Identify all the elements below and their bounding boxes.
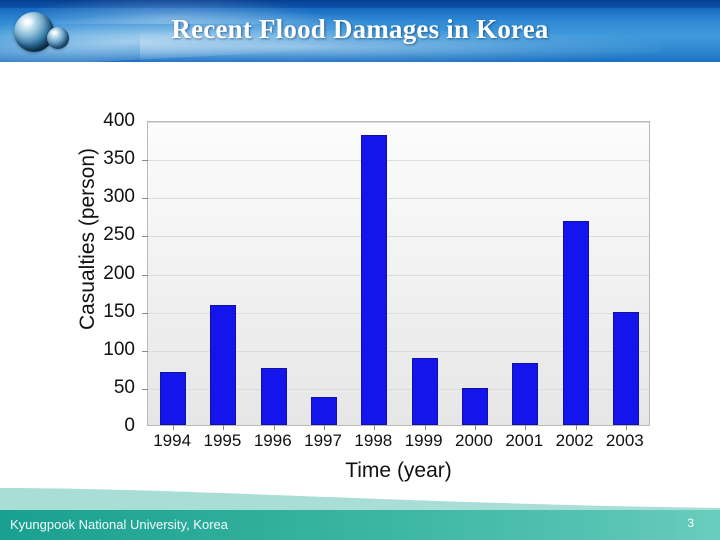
bar xyxy=(210,305,237,425)
y-tick-label: 0 xyxy=(124,415,135,436)
bar xyxy=(311,396,338,425)
y-tick-label: 100 xyxy=(103,338,135,360)
slide-footer: Kyungpook National University, Korea 3 xyxy=(0,488,720,540)
x-tick-mark xyxy=(575,425,577,430)
x-tick-label: 1995 xyxy=(203,431,242,450)
bar xyxy=(512,363,539,425)
footer-bar: Kyungpook National University, Korea 3 xyxy=(0,510,720,540)
x-tick-label: 1994 xyxy=(153,431,192,450)
y-tick-label: 200 xyxy=(103,262,135,284)
gridline xyxy=(148,312,649,314)
y-tick-label: 150 xyxy=(103,300,135,322)
bar xyxy=(361,135,388,425)
bar xyxy=(612,312,639,425)
gridline xyxy=(148,160,649,162)
x-tick-mark xyxy=(273,425,275,430)
banner-cloud-decoration xyxy=(20,0,320,24)
y-tick-mark xyxy=(142,388,148,390)
gridline xyxy=(148,274,649,276)
y-tick-label: 250 xyxy=(103,224,135,246)
banner-cloud-decoration xyxy=(140,30,660,62)
bar xyxy=(260,367,287,425)
x-tick-label: 1999 xyxy=(404,431,443,450)
y-tick-mark xyxy=(142,350,148,352)
gridline xyxy=(148,122,649,123)
y-tick-label: 50 xyxy=(113,376,135,398)
footer-organization-label: Kyungpook National University, Korea xyxy=(10,517,228,532)
slide-header-banner: Recent Flood Damages in Korea xyxy=(0,0,720,62)
x-tick-mark xyxy=(223,425,225,430)
x-tick-label: 2001 xyxy=(505,431,544,450)
x-tick-label: 2000 xyxy=(455,431,493,450)
gridline xyxy=(148,350,649,352)
x-tick-label: 1996 xyxy=(253,431,292,450)
x-tick-mark xyxy=(474,425,476,430)
y-tick-mark xyxy=(142,160,148,162)
y-tick-label: 350 xyxy=(103,148,135,170)
footer-swoosh-decoration xyxy=(0,486,720,510)
x-tick-mark xyxy=(374,425,376,430)
y-tick-mark xyxy=(142,274,148,276)
x-tick-label: 1998 xyxy=(354,431,393,450)
y-tick-label: 300 xyxy=(103,186,135,208)
swoosh-shape-icon xyxy=(0,488,720,510)
x-tick-mark xyxy=(424,425,426,430)
x-tick-label: 2003 xyxy=(605,431,644,450)
y-tick-mark xyxy=(142,236,148,238)
bar xyxy=(411,357,438,425)
x-tick-label: 2002 xyxy=(555,431,594,450)
y-tick-label: 400 xyxy=(103,110,135,131)
gridline xyxy=(148,236,649,238)
small-sphere-icon xyxy=(47,27,69,49)
x-axis-label: Time (year) xyxy=(345,459,452,482)
x-tick-mark xyxy=(625,425,627,430)
bar-series xyxy=(148,122,649,425)
bar xyxy=(562,221,589,425)
plot-area xyxy=(142,121,650,430)
y-tick-mark xyxy=(142,198,148,200)
x-tick-mark xyxy=(525,425,527,430)
gridline xyxy=(148,388,649,390)
page-title: Recent Flood Damages in Korea xyxy=(171,14,549,44)
bar xyxy=(461,387,488,425)
y-tick-mark xyxy=(142,312,148,314)
x-tick-label: 1997 xyxy=(304,431,342,450)
bar xyxy=(160,371,187,425)
x-tick-mark xyxy=(324,425,326,430)
page-number: 3 xyxy=(687,516,694,530)
bar-chart: Casualties (person) 0 50 100 150 200 250 300 35… xyxy=(30,95,690,495)
x-tick-mark xyxy=(173,425,175,430)
chrome-spheres-logo xyxy=(14,10,74,56)
gridline xyxy=(148,198,649,200)
